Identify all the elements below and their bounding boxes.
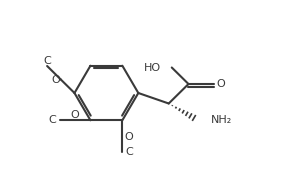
- Text: O: O: [51, 75, 60, 84]
- Text: C: C: [49, 115, 56, 125]
- Text: NH₂: NH₂: [211, 115, 233, 125]
- Text: C: C: [43, 56, 51, 66]
- Text: O: O: [71, 110, 80, 120]
- Text: O: O: [125, 132, 133, 142]
- Text: C: C: [125, 147, 133, 157]
- Text: HO: HO: [144, 62, 161, 73]
- Text: O: O: [217, 79, 225, 89]
